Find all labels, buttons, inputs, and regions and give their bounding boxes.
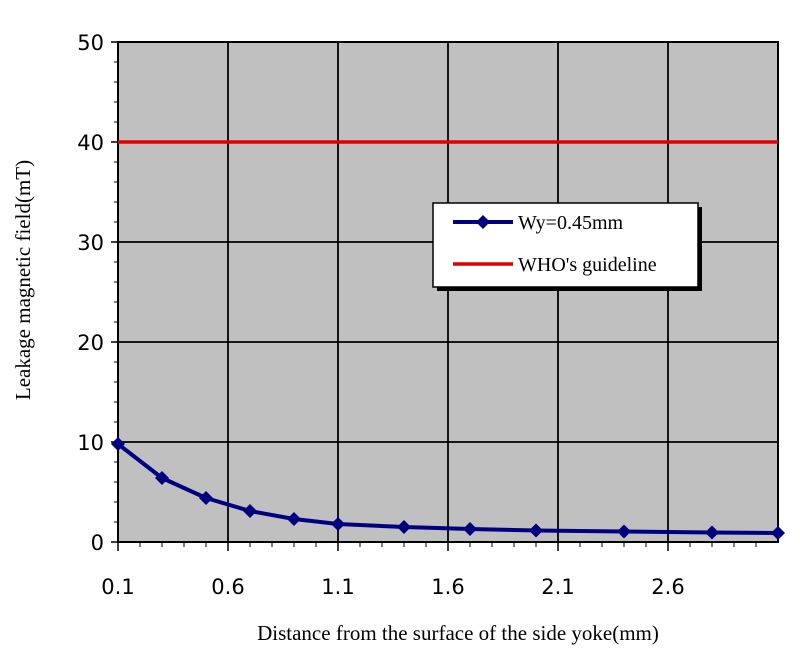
x-axis-title: Distance from the surface of the side yo… <box>257 621 659 645</box>
series-line <box>116 442 779 535</box>
data-point-marker <box>155 471 169 485</box>
legend: Wy=0.45mm WHO's guideline <box>432 202 702 291</box>
data-point-marker <box>771 526 785 540</box>
x-tick-label: 2.1 <box>541 575 574 599</box>
y-tick-label: 30 <box>77 231 104 255</box>
y-tick-label: 50 <box>77 31 104 55</box>
legend-marker <box>476 215 490 229</box>
axis-ticks <box>111 41 757 551</box>
series-layer <box>111 140 785 540</box>
y-tick-label: 20 <box>77 331 104 355</box>
data-point-marker <box>617 524 631 539</box>
data-point-marker <box>111 437 125 451</box>
data-point-marker <box>287 512 301 526</box>
tick-labels: 0 10 20 30 40 50 0.1 0.6 1.1 1.6 2.1 2.6 <box>77 31 684 599</box>
data-point-marker <box>463 522 477 536</box>
data-point-marker <box>243 504 257 518</box>
x-tick-label: 1.6 <box>431 575 464 599</box>
y-tick-label: 0 <box>91 531 104 555</box>
legend-box <box>432 202 699 288</box>
data-point-marker <box>529 523 543 538</box>
x-tick-label: 2.6 <box>651 575 684 599</box>
data-point-marker <box>705 525 719 540</box>
y-axis-title: Leakage magnetic field(mT) <box>11 160 35 400</box>
x-tick-label: 1.1 <box>321 575 354 599</box>
data-point-marker <box>199 491 213 505</box>
data-point-marker <box>331 517 345 531</box>
grid-lines <box>118 42 778 542</box>
x-tick-label: 0.1 <box>101 575 134 599</box>
data-point-marker <box>397 520 411 534</box>
y-tick-label: 10 <box>77 431 104 455</box>
x-tick-label: 0.6 <box>211 575 244 599</box>
legend-label: WHO's guideline <box>518 254 657 276</box>
y-tick-label: 40 <box>77 131 104 155</box>
legend-label: Wy=0.45mm <box>518 212 624 234</box>
